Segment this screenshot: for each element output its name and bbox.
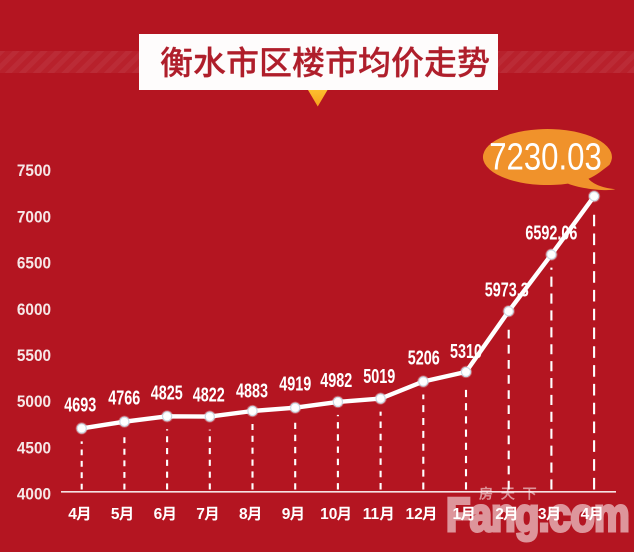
svg-text:4982: 4982 <box>320 368 352 391</box>
svg-text:5310: 5310 <box>450 340 482 363</box>
svg-text:10: 10 <box>320 506 337 523</box>
svg-text:5973.3: 5973.3 <box>485 278 529 301</box>
svg-text:8: 8 <box>239 506 248 523</box>
svg-text:6000: 6000 <box>17 301 51 319</box>
svg-text:4000: 4000 <box>17 486 51 504</box>
svg-text:1: 1 <box>453 506 462 523</box>
svg-text:9: 9 <box>282 506 291 523</box>
svg-text:5206: 5206 <box>408 346 440 369</box>
svg-text:7230.03: 7230.03 <box>489 137 602 179</box>
svg-text:4883: 4883 <box>236 379 268 402</box>
svg-text:5: 5 <box>111 506 120 523</box>
svg-text:4766: 4766 <box>108 386 140 409</box>
svg-text:5019: 5019 <box>363 365 395 388</box>
svg-text:11: 11 <box>363 506 380 523</box>
svg-text:7: 7 <box>196 506 205 523</box>
svg-text:4500: 4500 <box>17 440 51 458</box>
svg-text:4825: 4825 <box>151 381 183 404</box>
svg-text:4: 4 <box>68 506 77 523</box>
svg-text:6: 6 <box>154 506 163 523</box>
svg-text:Fang.com: Fang.com <box>446 489 629 542</box>
svg-text:4693: 4693 <box>64 393 96 416</box>
svg-text:3: 3 <box>538 506 547 523</box>
svg-text:4822: 4822 <box>193 383 225 406</box>
svg-text:4: 4 <box>581 506 590 523</box>
svg-text:6500: 6500 <box>17 255 51 273</box>
svg-text:5500: 5500 <box>17 348 51 366</box>
svg-text:2: 2 <box>495 506 504 523</box>
svg-text:5000: 5000 <box>17 394 51 412</box>
svg-text:6592.06: 6592.06 <box>525 221 577 244</box>
svg-text:12: 12 <box>406 506 423 523</box>
svg-text:4919: 4919 <box>279 372 311 395</box>
svg-text:7000: 7000 <box>17 209 51 227</box>
svg-text:7500: 7500 <box>17 163 51 181</box>
